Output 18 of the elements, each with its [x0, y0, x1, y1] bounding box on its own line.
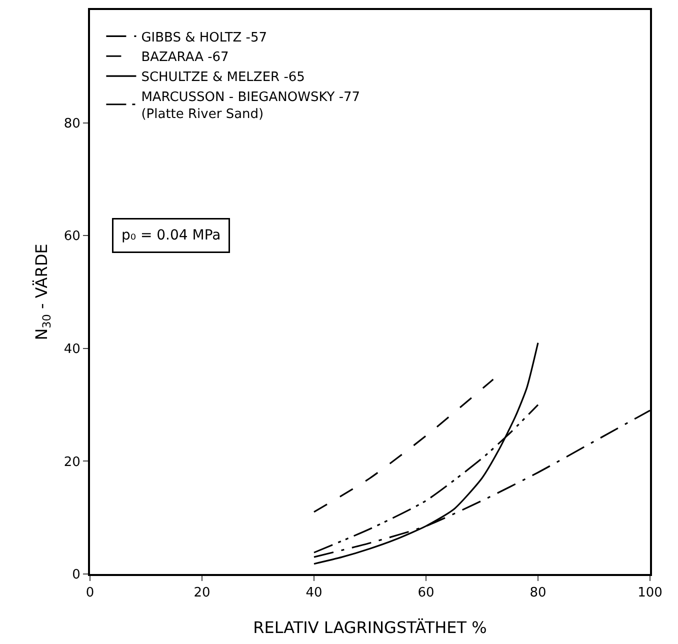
x-tick-label: 0 — [86, 586, 94, 601]
legend-label: SCHULTZE & MELZER -65 — [141, 70, 305, 86]
x-tick-label: 40 — [306, 586, 322, 601]
legend-label: MARCUSSON - BIEGANOWSKY -77 (Platte River Sand) — [141, 90, 360, 122]
legend-label: BAZARAA -67 — [141, 50, 229, 66]
x-tick-label: 20 — [194, 586, 210, 601]
y-tick-label: 80 — [64, 116, 80, 132]
y-tick-label: 20 — [64, 454, 80, 470]
y-tick-label: 40 — [64, 342, 80, 357]
legend-label: GIBBS & HOLTZ -57 — [141, 30, 268, 46]
y-tick-label: 0 — [72, 568, 80, 583]
x-tick-label: 80 — [530, 586, 546, 601]
line-series — [313, 378, 494, 513]
x-tick-label: 100 — [638, 586, 662, 601]
y-tick-label: 60 — [64, 229, 80, 244]
x-axis-title: RELATIV LAGRINGSTÄTHET % — [253, 618, 487, 637]
x-tick-label: 60 — [418, 586, 434, 601]
annotation: p₀ = 0.04 MPa — [122, 228, 221, 244]
